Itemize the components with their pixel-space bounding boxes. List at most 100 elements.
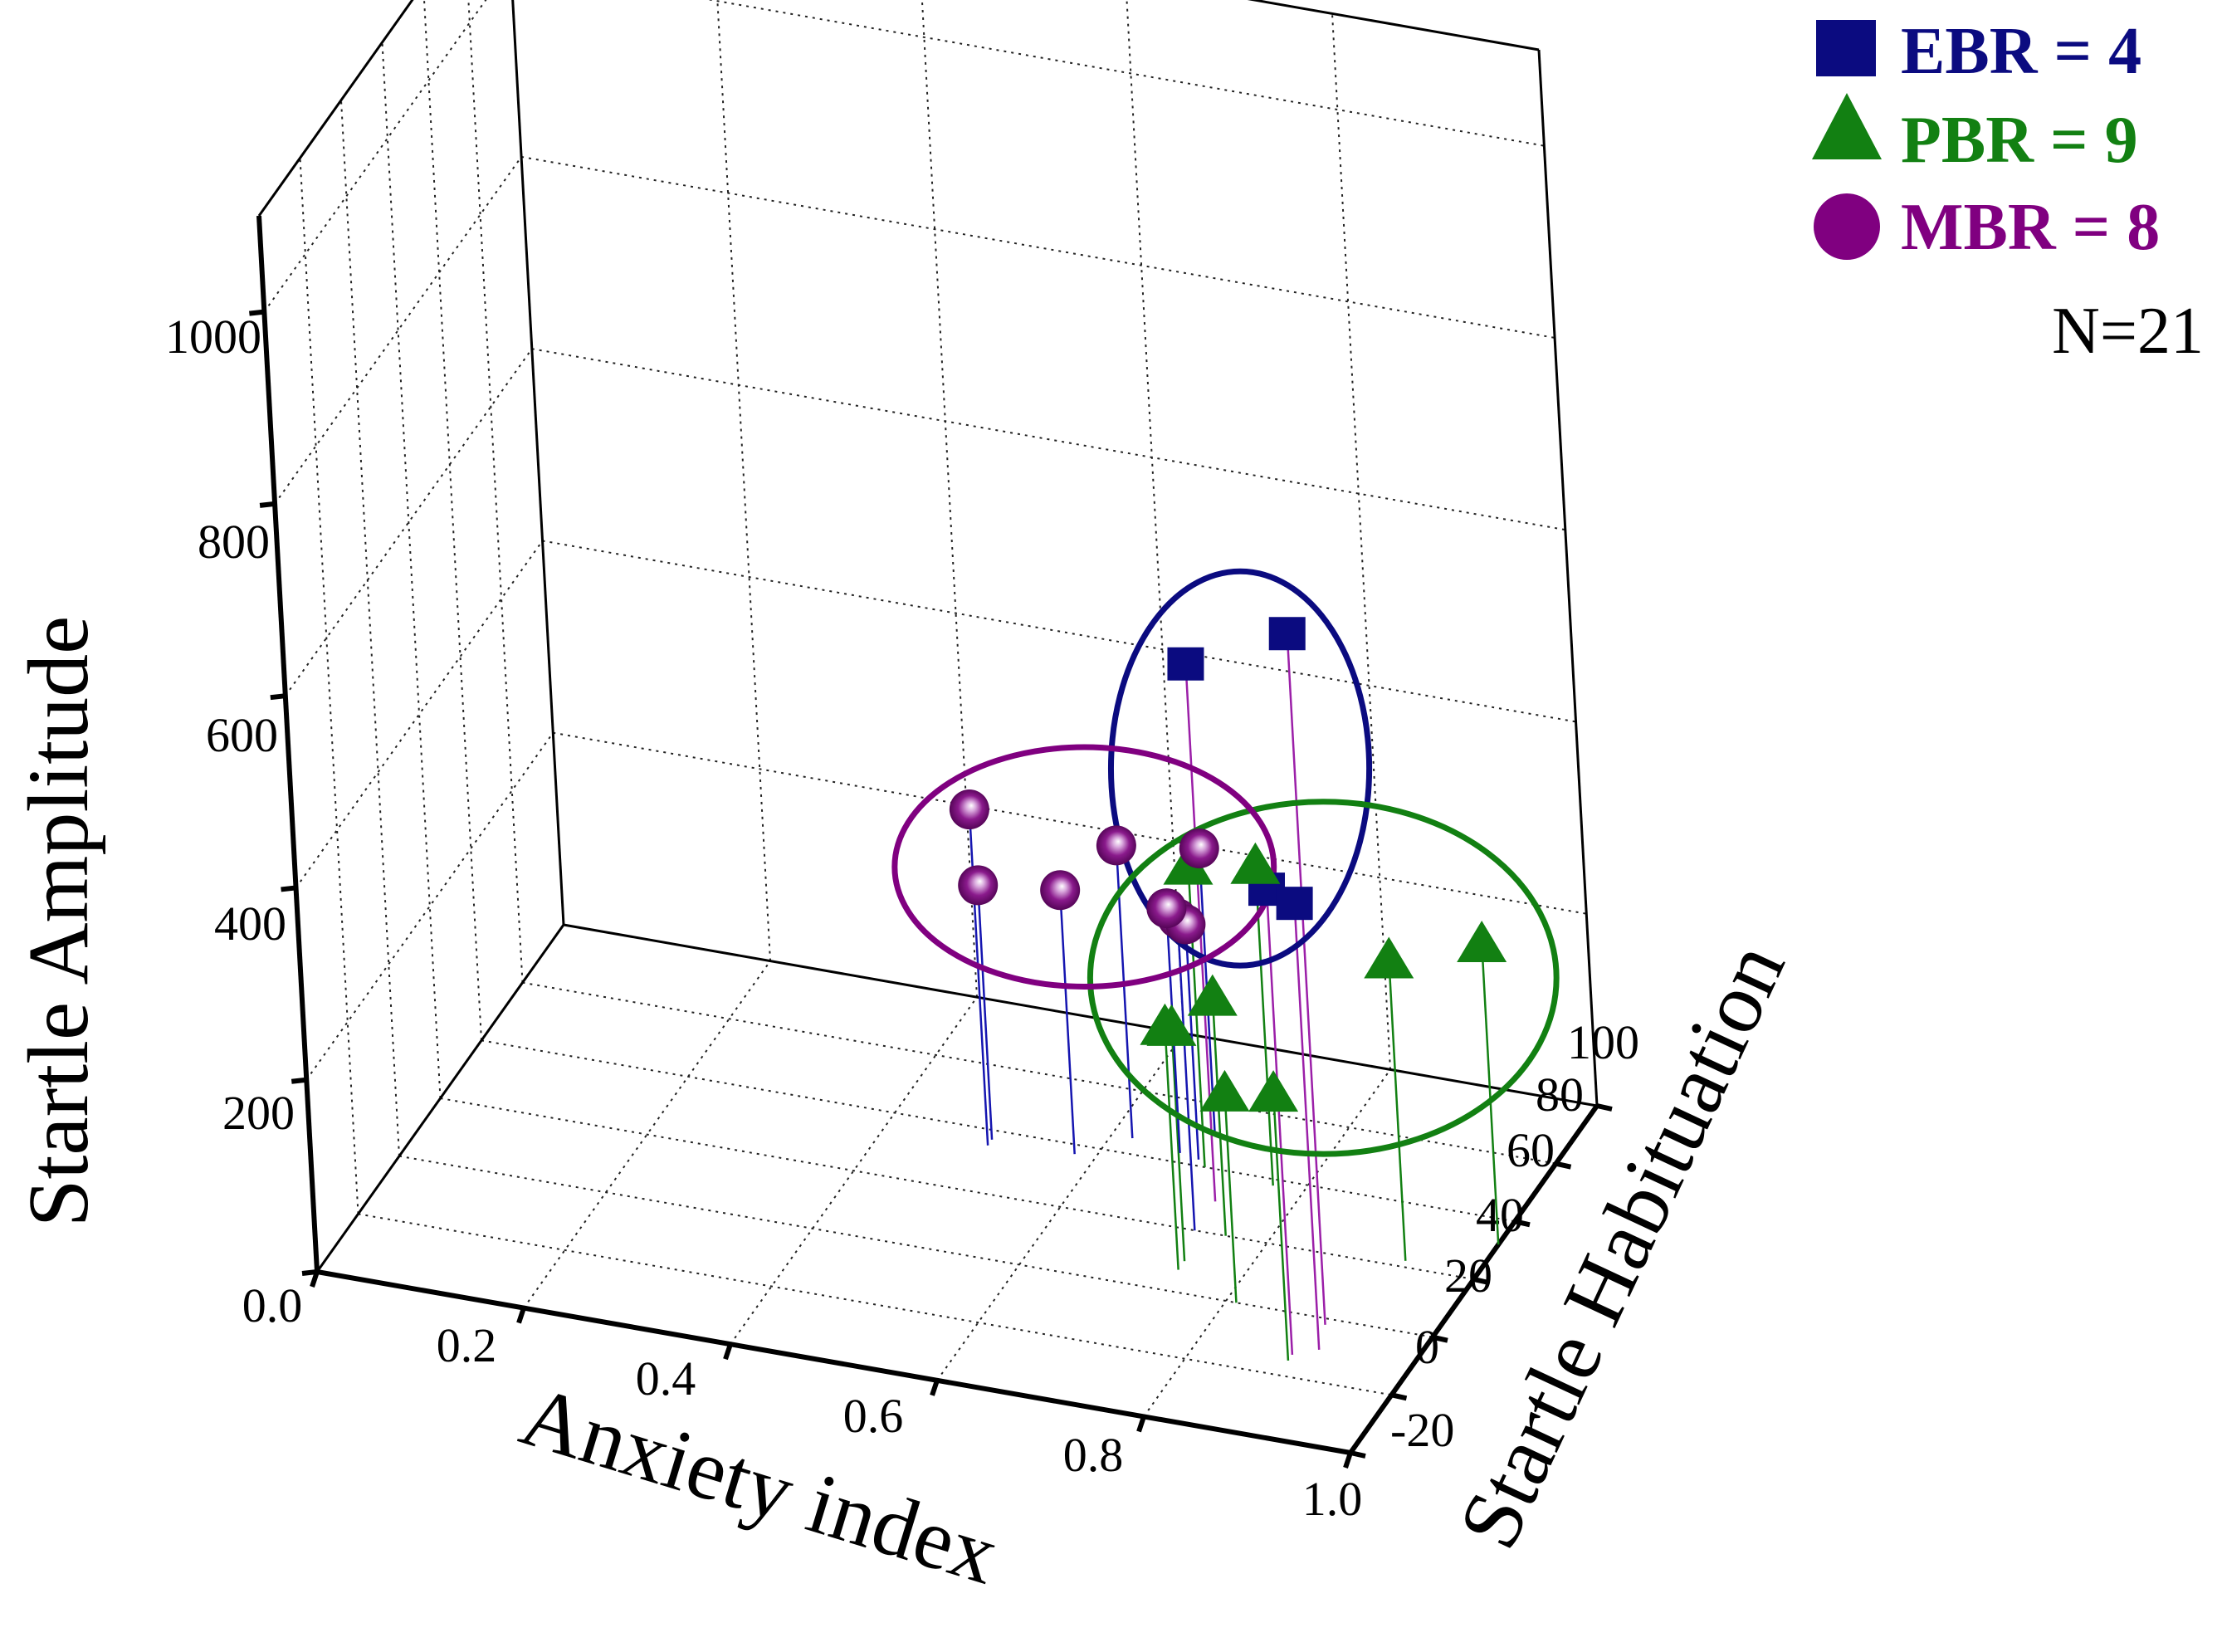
left-wall-gridline (381, 42, 442, 1099)
z-axis-title: Startle Amplitude (11, 616, 106, 1228)
frame-edge (1537, 49, 1599, 1107)
x-tick-mark (723, 1343, 733, 1361)
data-stem (976, 885, 994, 1140)
mbr-point (1040, 870, 1081, 911)
ebr-point (1268, 617, 1306, 651)
back-wall-gridline (716, 0, 771, 961)
data-stem (1223, 1091, 1238, 1303)
ebr-point (1276, 887, 1313, 921)
y-tick-mark (1432, 1334, 1448, 1343)
pbr-point (1364, 936, 1414, 979)
z-tick-label: 600 (206, 708, 278, 762)
back-wall-gridline (706, 0, 1545, 147)
x-tick-label: 0.4 (636, 1351, 696, 1405)
z-tick-label: 1000 (165, 310, 261, 364)
z-tick-mark (301, 1269, 318, 1276)
legend: EBR = 4 PBR = 9 MBR = 8 N=21 (1812, 15, 2204, 368)
legend-square-marker (1816, 20, 1876, 76)
y-tick-label: 0 (1415, 1320, 1439, 1374)
floor-gridline (398, 1155, 1433, 1338)
y-tick-label: 80 (1536, 1068, 1584, 1122)
y-tick-label: 20 (1444, 1249, 1492, 1303)
data-stem (1272, 1092, 1290, 1361)
ebr-cluster-ellipse (1107, 568, 1373, 969)
x-tick-label: 0.6 (843, 1389, 904, 1443)
back-wall-gridline (542, 540, 1576, 723)
legend-circle-marker (1814, 193, 1880, 260)
y-tick-label: 100 (1567, 1015, 1639, 1069)
x-tick-label: 0.2 (437, 1318, 497, 1372)
back-wall-gridline (1331, 13, 1391, 1070)
back-wall-gridline (531, 348, 1565, 531)
z-tick-mark (259, 501, 276, 508)
mbr-point (1146, 888, 1187, 929)
mbr-point (1179, 828, 1219, 869)
data-stem (1170, 1025, 1186, 1262)
left-wall-gridline (305, 732, 554, 1081)
floor-gridline (440, 1097, 1474, 1280)
back-wall-gridline (520, 155, 1555, 339)
x-tick-label-origin: 0.0 (242, 1278, 303, 1332)
y-tick-mark (1390, 1392, 1408, 1401)
left-wall-gridline (467, 0, 524, 983)
x-axis-line (316, 1269, 1351, 1455)
x-tick-label: 0.8 (1063, 1428, 1124, 1482)
floor-gridline (358, 1213, 1392, 1396)
y-tick-label: 60 (1507, 1123, 1555, 1177)
mbr-point (1096, 825, 1136, 866)
data-stem (1293, 903, 1321, 1350)
left-wall-gridline (340, 100, 400, 1156)
data-stem (1058, 890, 1076, 1155)
frame-edge (257, 0, 414, 217)
frame-edge (511, 0, 565, 926)
data-stem (1265, 889, 1294, 1356)
floor-gridline (481, 1039, 1516, 1223)
back-wall-gridline (553, 731, 1587, 915)
z-tick-mark (291, 1077, 307, 1084)
z-tick-mark (270, 693, 286, 701)
z-tick-mark (249, 309, 265, 316)
back-wall-gridline (921, 0, 978, 998)
y-tick-label: 40 (1476, 1188, 1524, 1242)
left-wall-gridline (299, 158, 359, 1215)
pbr-point (1230, 842, 1281, 884)
legend-label-mbr: MBR = 8 (1901, 191, 2160, 264)
y-tick-mark (1350, 1450, 1366, 1459)
z-tick-label: 400 (214, 897, 286, 951)
floor-gridline (522, 981, 1556, 1165)
mbr-point (958, 865, 999, 906)
pbr-point (1187, 974, 1238, 1016)
x-tick-mark (1136, 1415, 1146, 1433)
floor-gridline (1143, 1068, 1391, 1417)
frame-edge (1247, 0, 1540, 51)
pbr-point (1248, 1070, 1299, 1112)
pbr-cluster-ellipse (1087, 799, 1560, 1157)
data-stem (968, 809, 989, 1146)
pbr-point (1140, 1003, 1190, 1045)
y-tick-labels: -20 0 20 40 60 80 100 (1390, 1015, 1639, 1457)
pbr-point (1199, 1069, 1250, 1112)
y-tick-label: -20 (1390, 1403, 1454, 1457)
z-tick-label: 200 (222, 1086, 295, 1140)
frame-edge (563, 923, 1598, 1107)
sample-size-note: N=21 (2052, 295, 2204, 368)
data-stem (1388, 958, 1407, 1261)
ebr-point (1167, 647, 1204, 681)
pbr-point (1457, 920, 1507, 962)
x-tick-mark (516, 1307, 526, 1324)
y-tick-mark (1555, 1161, 1572, 1170)
x-tick-label: 1.0 (1302, 1472, 1363, 1526)
legend-triangle-marker (1812, 93, 1882, 159)
x-tick-labels: 0.0 0.2 0.4 0.6 0.8 1.0 (242, 1278, 1363, 1526)
data-stem (1286, 633, 1326, 1325)
left-wall-gridline (423, 0, 482, 1041)
z-tick-mark (281, 885, 296, 892)
y-tick-mark (1472, 1277, 1490, 1285)
data-stem (1211, 995, 1227, 1236)
legend-label-pbr: PBR = 9 (1901, 104, 2138, 177)
mbr-cluster-ellipse (891, 744, 1277, 990)
frame-edge (315, 924, 565, 1273)
z-tick-label: 800 (198, 515, 270, 569)
z-axis-line (256, 215, 320, 1273)
